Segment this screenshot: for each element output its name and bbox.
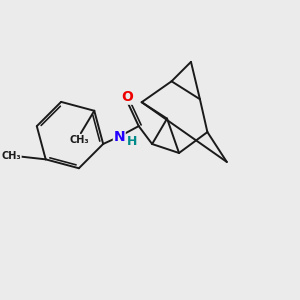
Text: CH₃: CH₃ [70,135,89,145]
Text: CH₃: CH₃ [2,152,21,161]
Text: H: H [127,135,137,148]
Text: N: N [113,130,125,144]
Text: O: O [122,90,134,104]
